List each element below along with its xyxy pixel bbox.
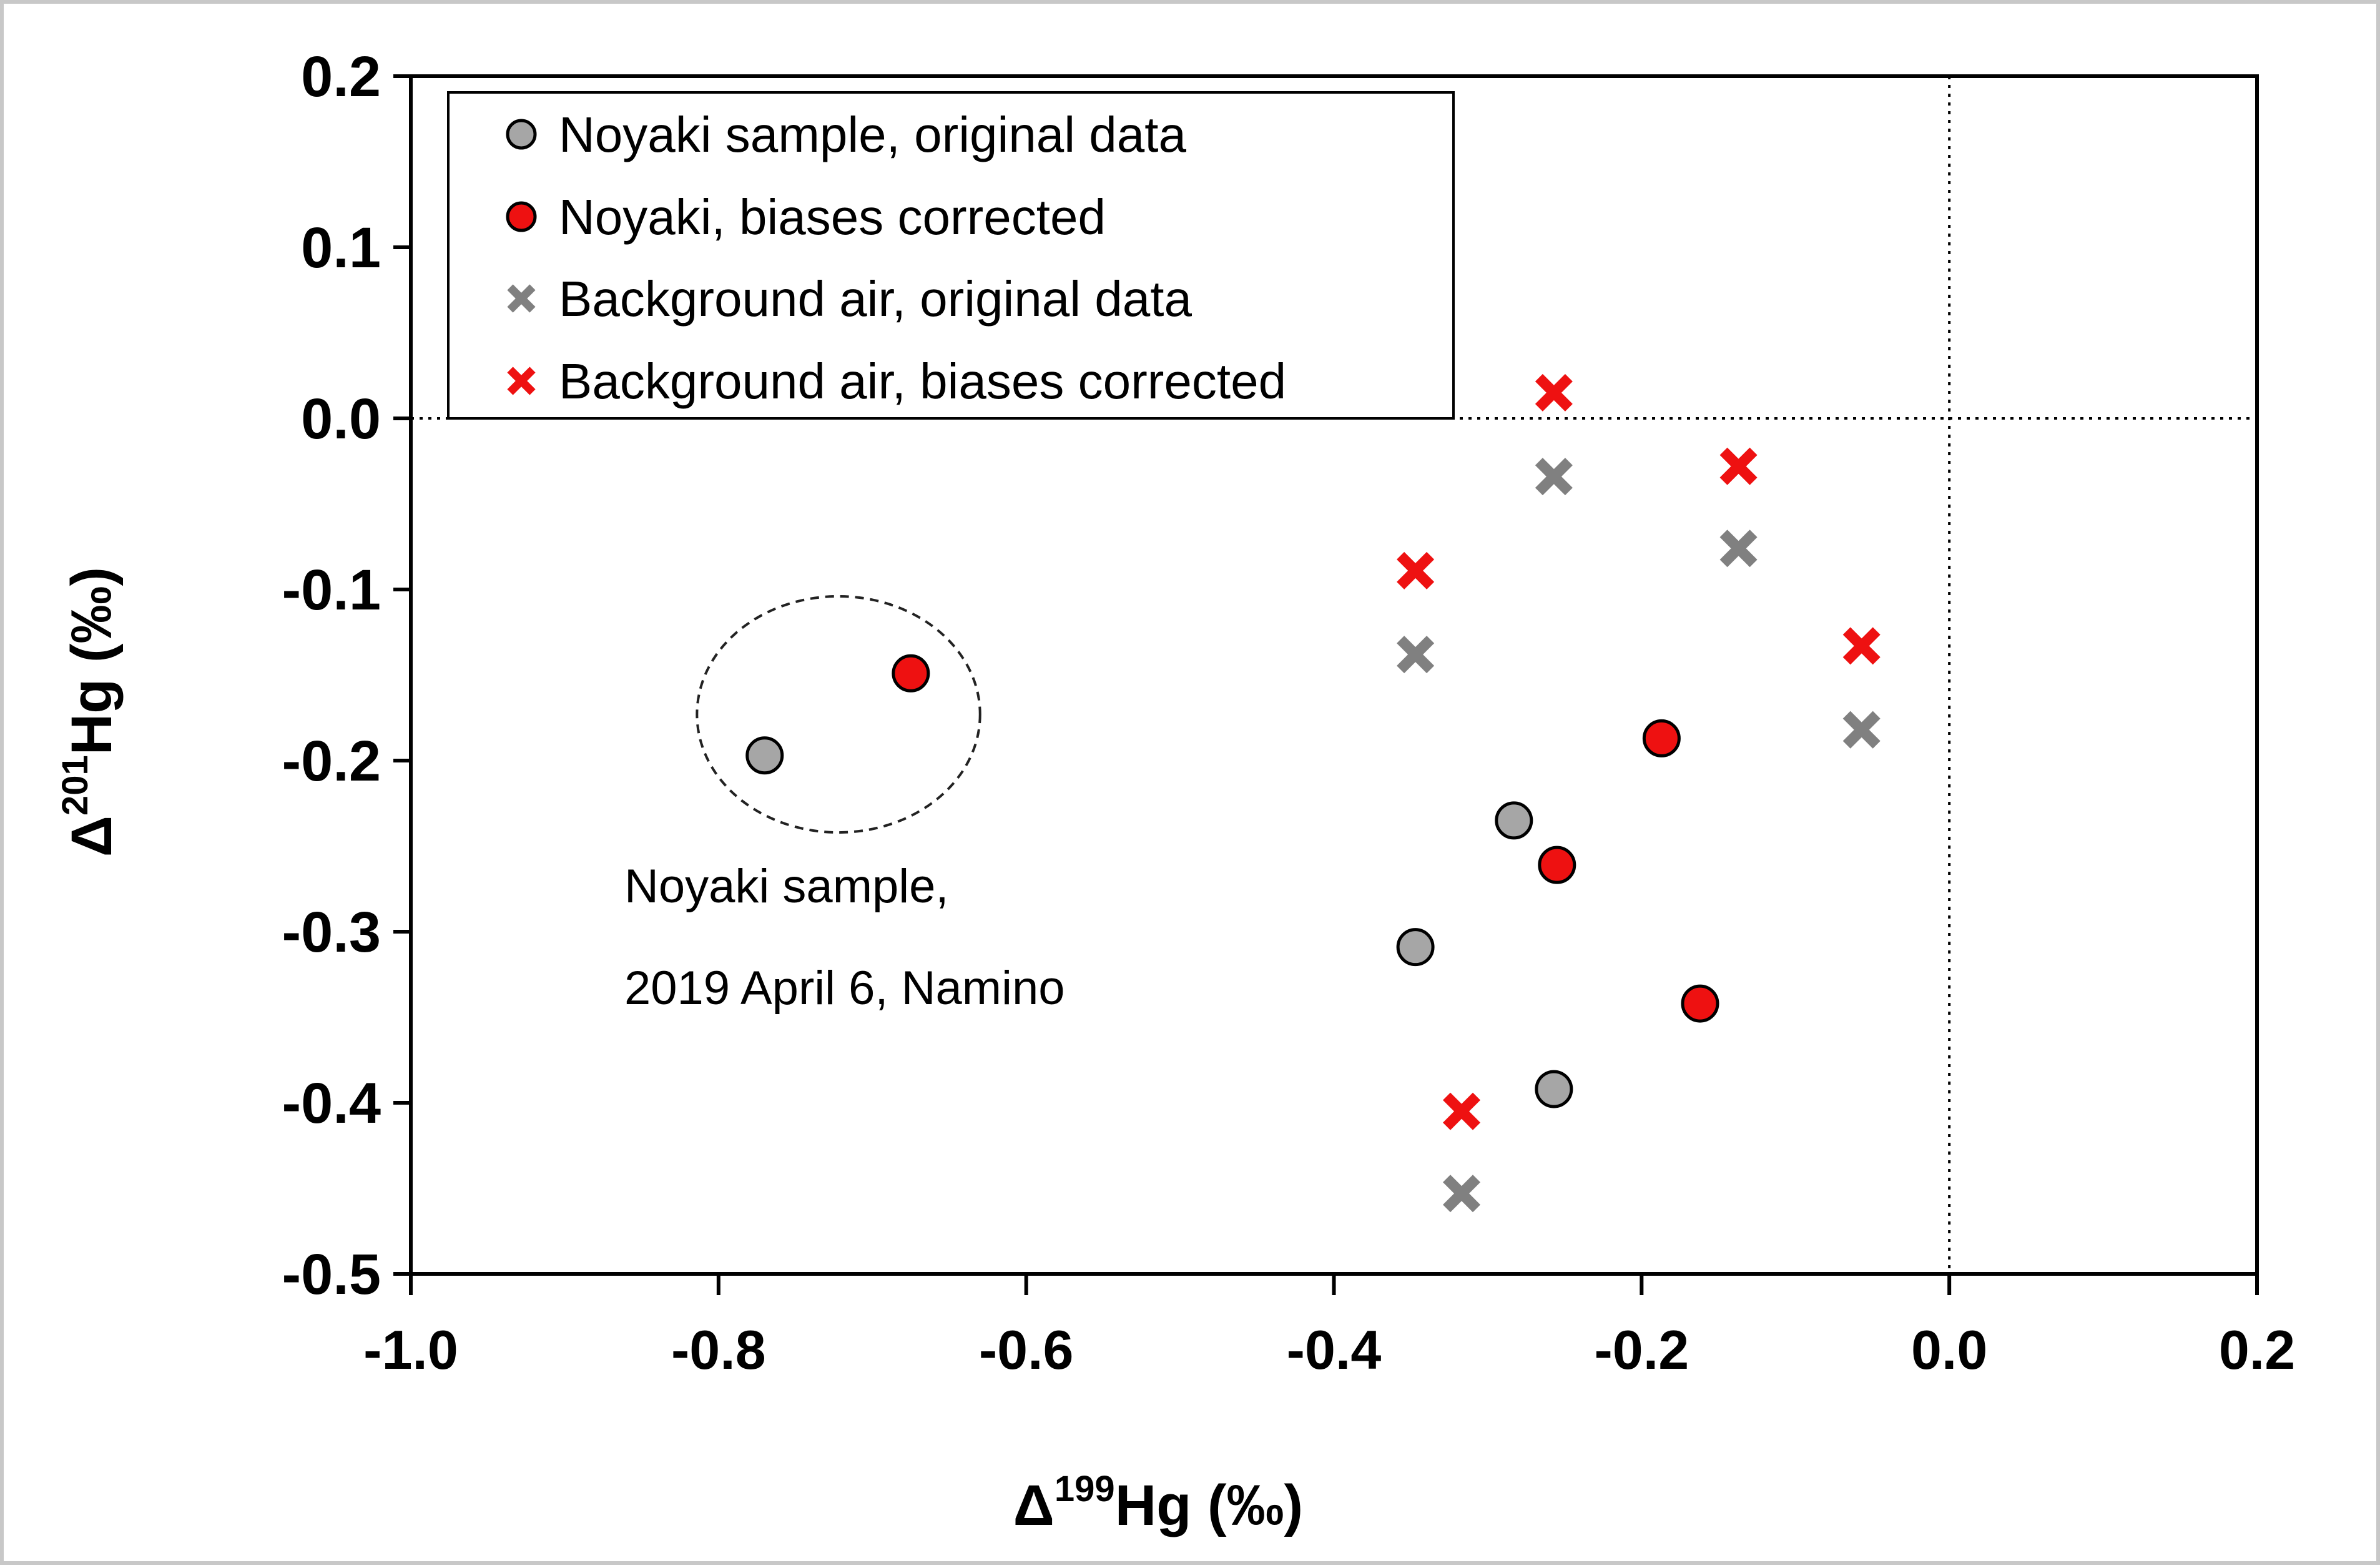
data-point-x	[1842, 711, 1881, 749]
legend-label: Background air, original data	[559, 271, 1192, 327]
y-tick-label: -0.2	[282, 729, 381, 793]
data-point-circle	[1396, 928, 1435, 967]
x-marker-stroke	[1535, 458, 1573, 496]
y-axis-title-main: Hg (‰)	[60, 567, 124, 755]
x-axis-title-main: Hg (‰)	[1115, 1474, 1303, 1537]
data-point-circle	[1681, 984, 1719, 1023]
y-tick-label: 0.0	[301, 387, 381, 451]
data-point-circle	[1495, 801, 1533, 840]
data-point-x	[1535, 373, 1573, 412]
x-axis: -1.0 -0.8 -0.6 -0.4 -0.2 0.0 0.2	[363, 1274, 2295, 1381]
data-point-x	[1719, 447, 1758, 485]
x-marker-stroke	[1535, 373, 1573, 412]
x-tick-label: 0.2	[2219, 1319, 2295, 1381]
highlight-ellipse	[696, 594, 981, 834]
x-marker-stroke	[1719, 530, 1758, 568]
legend-marker-circle	[506, 119, 537, 150]
legend-marker-circle	[506, 201, 537, 232]
y-tick-label: -0.5	[282, 1243, 381, 1306]
x-tick-label: 0.0	[1911, 1319, 1987, 1381]
legend-box	[447, 91, 1455, 420]
annotation-text-line: 2019 April 6, Namino	[624, 962, 1065, 1015]
data-point-x	[1397, 636, 1435, 674]
x-tick-label: -0.6	[979, 1319, 1074, 1381]
legend-marker-x	[507, 367, 536, 395]
x-marker-stroke	[507, 284, 536, 313]
y-tick-label: 0.2	[301, 45, 381, 109]
data-point-x	[1719, 530, 1758, 568]
x-marker-stroke	[1397, 551, 1435, 589]
data-points	[745, 373, 1881, 1213]
x-marker-stroke	[1397, 636, 1435, 674]
x-tick-label: -1.0	[363, 1319, 458, 1381]
y-tick-label: -0.1	[282, 558, 381, 622]
y-axis-title: Δ201Hg (‰)	[55, 567, 124, 857]
data-point-x	[1842, 627, 1881, 665]
x-tick-label: -0.4	[1287, 1319, 1382, 1381]
legend-label: Noyaki sample, original data	[559, 107, 1186, 162]
y-tick-label: -0.3	[282, 900, 381, 964]
data-point-x	[1443, 1092, 1481, 1130]
data-point-circle	[745, 736, 784, 775]
x-axis-title: Δ199Hg (‰)	[1013, 1469, 1303, 1537]
series-3	[1397, 373, 1881, 1130]
data-point-x	[1535, 458, 1573, 496]
data-point-x	[1397, 551, 1435, 589]
data-point-circle	[1535, 1070, 1573, 1108]
data-point-circle	[892, 654, 930, 693]
x-marker-stroke	[1719, 447, 1758, 485]
y-axis-title-superscript: 201	[55, 755, 96, 816]
series-1	[892, 654, 1719, 1023]
data-point-circle	[1642, 719, 1681, 757]
y-tick-label: 0.1	[301, 216, 381, 280]
y-axis: 0.2 0.1 0.0 -0.1 -0.2 -0.3 -0.4 -0.5	[282, 45, 411, 1306]
series-0	[745, 736, 1573, 1108]
legend-marker-x	[507, 284, 536, 313]
x-tick-label: -0.2	[1595, 1319, 1689, 1381]
annotation-text-line: Noyaki sample,	[624, 860, 949, 913]
annotation-group: Noyaki sample, 2019 April 6, Namino	[624, 594, 1065, 1015]
x-axis-title-superscript: 199	[1055, 1469, 1115, 1509]
series-2	[1397, 458, 1881, 1213]
y-axis-title-prefix: Δ	[60, 816, 124, 857]
x-marker-stroke	[1842, 711, 1881, 749]
x-marker-stroke	[1842, 627, 1881, 665]
x-axis-title-prefix: Δ	[1013, 1474, 1055, 1537]
legend-label: Noyaki, biases corrected	[559, 189, 1106, 245]
data-point-x	[1443, 1175, 1481, 1213]
legend-label: Background air, biases corrected	[559, 353, 1286, 409]
y-tick-label: -0.4	[282, 1072, 381, 1135]
x-marker-stroke	[1443, 1175, 1481, 1213]
legend: Noyaki sample, original data Noyaki, bias…	[447, 91, 1455, 420]
x-marker-stroke	[1443, 1092, 1481, 1130]
data-point-circle	[1538, 846, 1576, 884]
x-marker-stroke	[507, 367, 536, 395]
x-tick-label: -0.8	[671, 1319, 766, 1381]
